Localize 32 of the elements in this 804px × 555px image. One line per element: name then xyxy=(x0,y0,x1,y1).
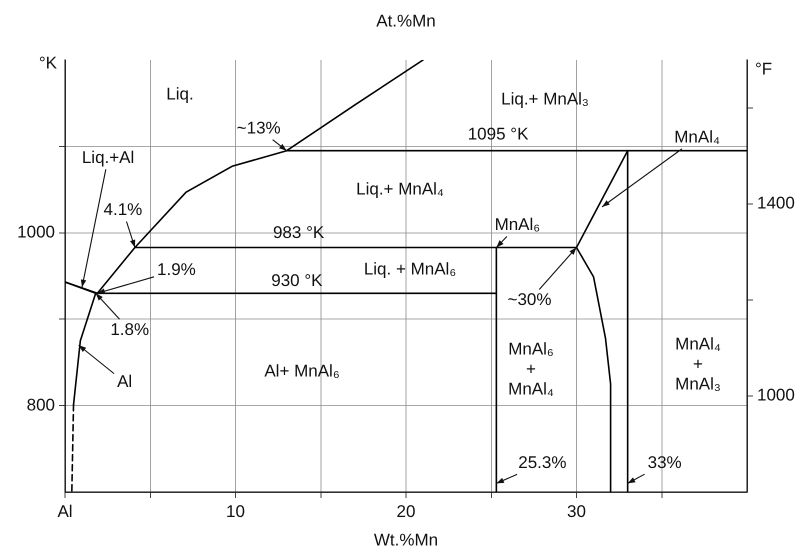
x-tick-label: Al xyxy=(57,502,73,521)
annotation: 4.1% xyxy=(104,200,142,220)
annotation: MnAl₄ xyxy=(674,128,720,147)
x-tick-label: 20 xyxy=(396,502,416,521)
y2-axis-title: °F xyxy=(755,60,772,79)
chart-title: At.%Mn xyxy=(376,12,436,31)
annotation: Liq. xyxy=(166,84,194,104)
annotation: Liq.+ MnAl₃ xyxy=(501,90,589,109)
y-axis-title: °K xyxy=(38,54,58,73)
annotation: 25.3% xyxy=(518,453,566,472)
annotation: Liq. + MnAl₆ xyxy=(364,260,456,279)
annotation: MnAl₆ + MnAl₄ xyxy=(508,340,554,399)
annotation: ~13% xyxy=(236,118,281,138)
annotation: 930 °K xyxy=(271,270,324,290)
annotation: 1095 °K xyxy=(468,124,530,144)
annotation: 1.8% xyxy=(110,320,150,339)
x-axis-title: Wt.%Mn xyxy=(374,530,438,550)
annotation: MnAl₄ + MnAl₃ xyxy=(675,334,721,394)
annotation: Liq.+ MnAl₄ xyxy=(356,180,444,199)
annotation: 33% xyxy=(648,453,682,472)
x-tick-label: 30 xyxy=(567,502,586,521)
y2-tick-label: 1400 xyxy=(757,194,795,213)
annotation: 1.9% xyxy=(157,260,196,279)
y-tick-label: 800 xyxy=(26,395,55,414)
annotation: MnAl₆ xyxy=(494,215,540,234)
annotation: Liq.+Al xyxy=(82,148,134,167)
annotation: Al xyxy=(117,372,132,391)
y2-tick-label: 1000 xyxy=(757,386,795,405)
annotation: ~30% xyxy=(508,290,552,310)
annotation: Al+ MnAl₆ xyxy=(264,362,340,381)
annotation: 983 °K xyxy=(272,223,325,242)
x-tick-label: 10 xyxy=(226,502,245,521)
